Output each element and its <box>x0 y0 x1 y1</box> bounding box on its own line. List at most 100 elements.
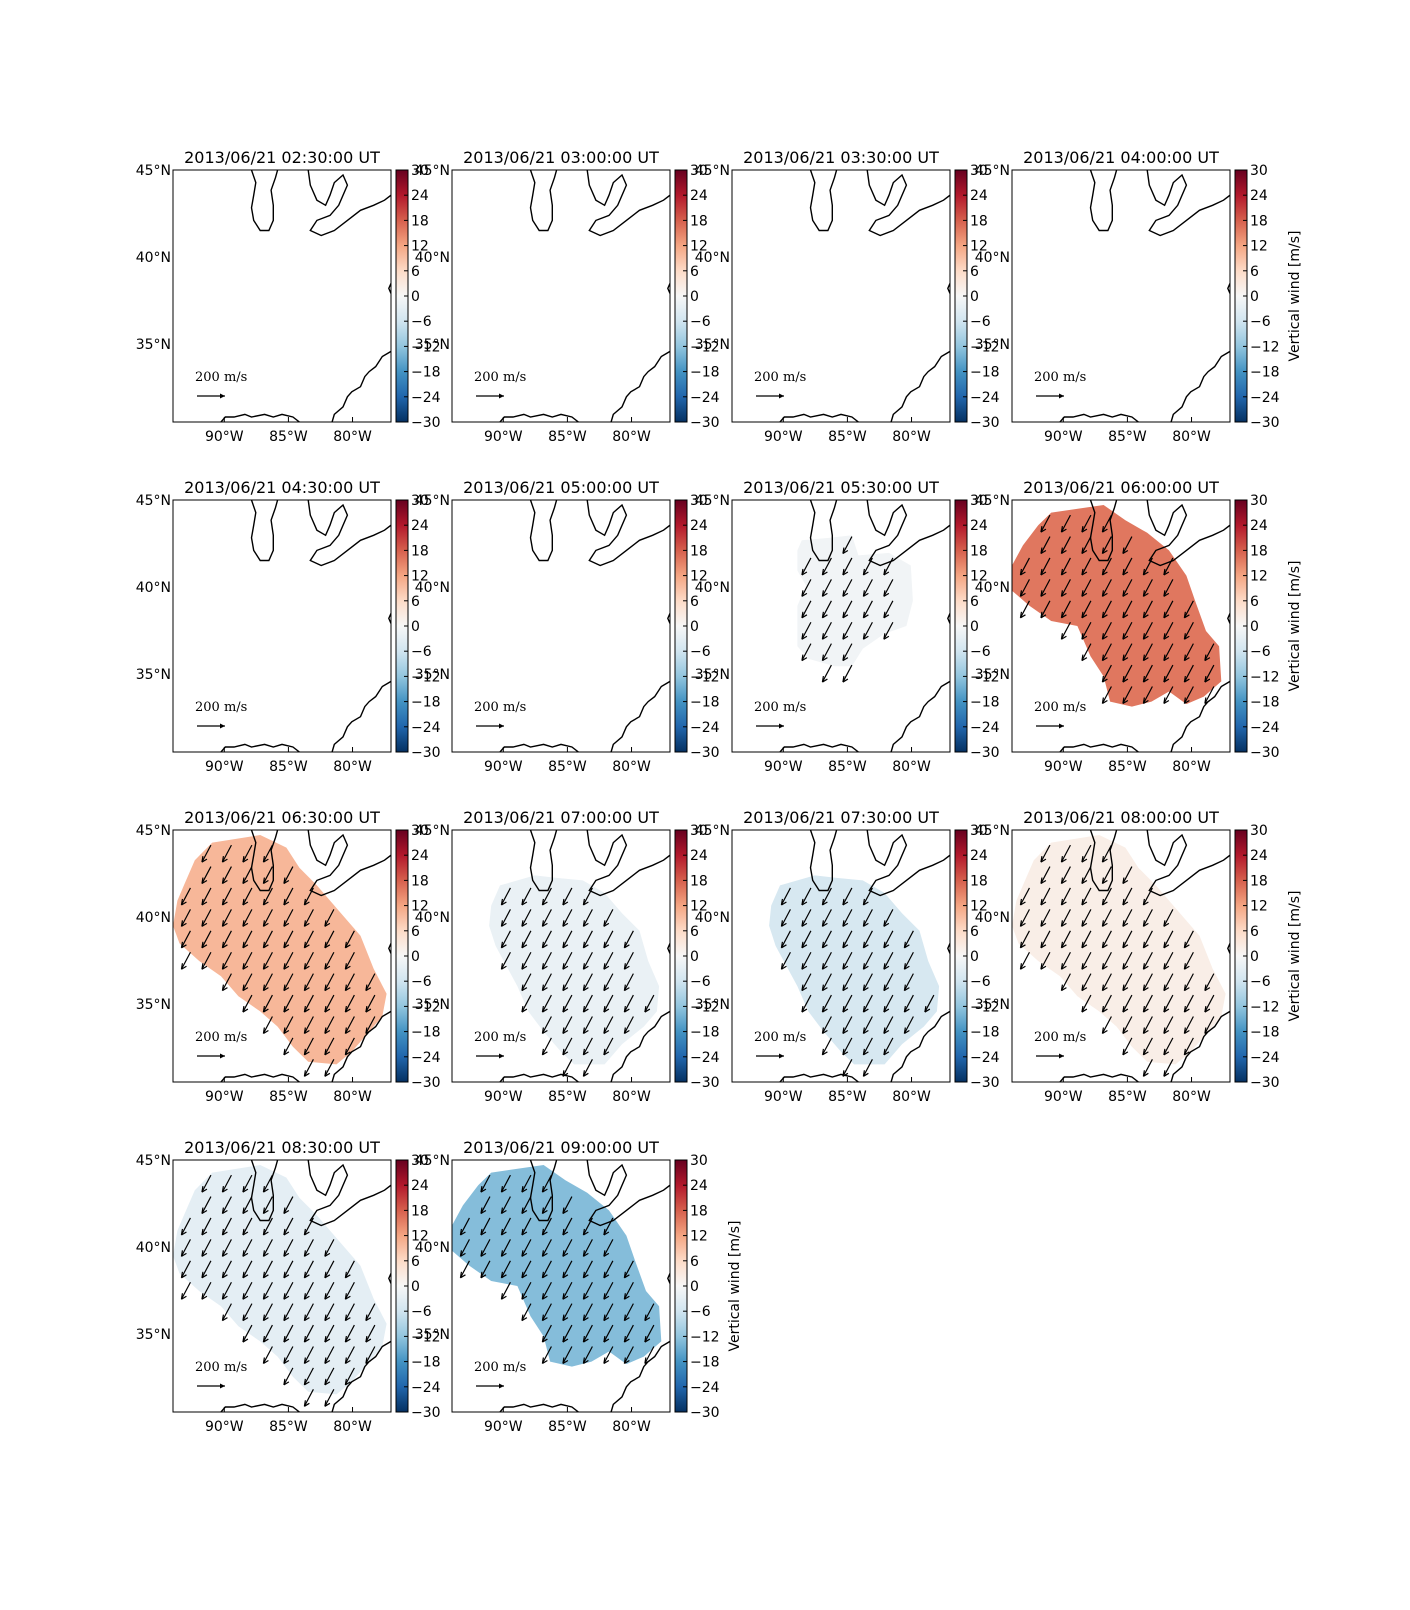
wind-arrow <box>242 994 253 1013</box>
wind-arrow <box>344 1281 355 1300</box>
colorbar-tick-label: 12 <box>690 899 708 915</box>
wind-arrow-head <box>324 941 331 949</box>
coastline <box>250 1160 279 1222</box>
colorbar-tick-label: 24 <box>411 518 429 534</box>
wind-arrow <box>180 1260 191 1279</box>
colorbar-tick-label: 24 <box>970 188 988 204</box>
wind-arrow <box>1081 579 1092 597</box>
wind-region <box>452 1165 662 1367</box>
wind-arrow-head <box>221 920 228 927</box>
colorbar-tick-label: −24 <box>690 720 720 736</box>
wind-arrow <box>1183 930 1194 949</box>
wind-arrow-head <box>303 1271 310 1279</box>
wind-arrow-head <box>1060 963 1067 970</box>
coastline <box>220 743 300 752</box>
colorbar-tick-label: 30 <box>411 163 429 179</box>
wind-arrow <box>821 1016 832 1034</box>
wind-arrow <box>1081 643 1092 661</box>
arrow-scale-label: 200 m/s <box>195 1360 247 1375</box>
wind-arrow <box>201 844 212 863</box>
wind-arrow-head <box>262 1335 269 1343</box>
wind-arrow <box>842 1016 853 1034</box>
arrow-scale-label: 200 m/s <box>474 1360 526 1375</box>
colorbar-tick-label: 18 <box>690 543 708 559</box>
colorbar-tick-label: −30 <box>411 745 441 761</box>
wind-arrow-head <box>221 1207 228 1215</box>
wind-arrow <box>303 1037 314 1056</box>
colorbar-tick-label: −24 <box>690 390 720 406</box>
lat-tick-label: 35°N <box>136 997 171 1013</box>
panel-title: 2013/06/21 07:30:00 UT <box>743 808 939 827</box>
wind-arrow <box>459 1217 470 1236</box>
coastline <box>388 1273 391 1284</box>
map-panel: 2013/06/21 05:30:00 UT 200 m/s 90°W 85°W 80°… <box>695 478 1000 775</box>
coastline <box>866 830 950 897</box>
wind-arrow <box>221 1196 232 1214</box>
wind-arrow-head <box>1060 920 1067 927</box>
colorbar-tick-label: 24 <box>690 188 708 204</box>
wind-arrow <box>862 1016 873 1034</box>
wind-arrow-head <box>1060 568 1067 576</box>
wind-arrow <box>801 621 812 640</box>
wind-arrow-head <box>1163 697 1170 704</box>
wind-arrow <box>842 973 853 991</box>
wind-arrow <box>582 1239 593 1257</box>
wind-arrow <box>862 973 873 991</box>
wind-arrow-head <box>562 1250 569 1257</box>
wind-arrow-head <box>221 1228 228 1236</box>
wind-arrow-head <box>603 963 610 970</box>
wind-arrow-head <box>821 1048 828 1056</box>
wind-arrow <box>1122 866 1133 884</box>
wind-arrow-head <box>1101 856 1108 863</box>
colorbar-tick-label: 12 <box>1250 239 1268 255</box>
wind-arrow <box>582 1059 593 1077</box>
colorbar-tick-label: −18 <box>1250 695 1280 711</box>
wind-arrow <box>623 1281 634 1300</box>
wind-arrow <box>1122 973 1133 991</box>
lat-tick-label: 45°N <box>415 493 450 509</box>
wind-arrow-head <box>303 1027 310 1034</box>
wind-arrow-head <box>180 1271 187 1279</box>
wind-arrow <box>1163 686 1174 704</box>
lon-tick-label: 85°W <box>1108 1089 1147 1105</box>
wind-arrow-head <box>1163 633 1170 640</box>
wind-arrow <box>903 973 914 991</box>
wind-arrow <box>903 1016 914 1034</box>
map-panel: 2013/06/21 07:30:00 UT 200 m/s 90°W 85°W 80°… <box>695 808 1000 1105</box>
wind-arrow-head <box>1183 675 1190 683</box>
lon-tick-label: 90°W <box>764 759 803 775</box>
lat-tick-label: 40°N <box>415 1240 450 1256</box>
wind-arrow-head <box>1101 590 1108 597</box>
wind-arrow <box>1040 579 1051 597</box>
coastline <box>779 413 859 422</box>
wind-arrow <box>324 1346 335 1364</box>
wind-arrow-head <box>1019 920 1026 927</box>
wind-arrow-head <box>541 1357 548 1364</box>
lat-tick-label: 45°N <box>415 163 450 179</box>
wind-arrow-head <box>1081 568 1088 576</box>
wind-arrow-head <box>283 877 290 885</box>
wind-arrow <box>924 994 935 1013</box>
wind-arrow <box>221 1303 232 1321</box>
wind-arrow <box>1163 973 1174 991</box>
wind-arrow <box>324 1037 335 1056</box>
wind-arrow <box>842 1059 853 1077</box>
coastline <box>809 830 838 892</box>
coastline <box>220 413 300 422</box>
wind-arrow-head <box>262 1271 269 1279</box>
wind-arrow-head <box>780 898 787 906</box>
wind-arrow <box>1101 686 1112 704</box>
wind-arrow <box>1081 951 1092 970</box>
wind-arrow <box>1060 887 1071 906</box>
colorbar-tick-label: 6 <box>411 594 420 610</box>
wind-arrow-head <box>582 1005 589 1013</box>
wind-arrow-head <box>1040 941 1047 949</box>
colorbar-tick-label: 6 <box>690 1254 699 1270</box>
lon-tick-label: 80°W <box>612 759 651 775</box>
wind-arrow <box>821 664 832 683</box>
wind-arrow <box>582 1303 593 1321</box>
wind-arrow <box>521 887 532 906</box>
wind-arrow-head <box>1163 1005 1170 1013</box>
colorbar-tick-label: −6 <box>1250 974 1271 990</box>
colorbar-tick-label: −12 <box>970 669 1000 685</box>
